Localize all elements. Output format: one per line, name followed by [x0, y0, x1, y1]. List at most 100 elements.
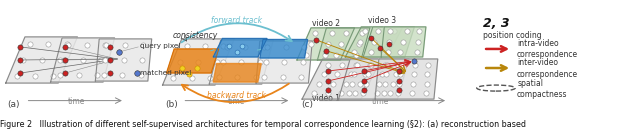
Point	[349, 51, 359, 53]
Text: query pixel: query pixel	[140, 43, 180, 49]
Text: correspondence: correspondence	[517, 50, 579, 59]
Polygon shape	[95, 39, 152, 81]
Point	[48, 75, 58, 77]
Point	[328, 83, 338, 85]
Point	[100, 59, 110, 61]
Point	[384, 41, 394, 43]
Polygon shape	[213, 63, 261, 82]
Point	[218, 45, 228, 47]
Text: inter-video: inter-video	[517, 58, 558, 67]
Polygon shape	[213, 38, 267, 57]
Text: spatial: spatial	[517, 79, 543, 88]
Point	[389, 30, 399, 32]
Text: intra-video: intra-video	[517, 39, 559, 48]
Point	[375, 47, 385, 49]
Point	[337, 92, 347, 94]
Point	[63, 43, 74, 46]
Point	[380, 64, 390, 66]
Point	[232, 76, 243, 79]
Point	[311, 39, 321, 41]
Point	[326, 32, 337, 34]
Polygon shape	[364, 27, 415, 57]
Point	[136, 74, 146, 76]
Point	[310, 32, 321, 34]
Point	[323, 43, 333, 45]
Point	[212, 61, 222, 63]
Point	[358, 89, 369, 91]
Point	[60, 72, 70, 74]
Text: video 1: video 1	[312, 94, 340, 103]
Point	[364, 64, 374, 66]
Point	[393, 92, 403, 94]
Point	[331, 54, 341, 56]
Point	[260, 61, 271, 63]
Point	[355, 41, 365, 43]
Point	[372, 30, 383, 32]
Polygon shape	[166, 49, 219, 73]
Point	[309, 92, 319, 94]
Point	[410, 64, 420, 66]
Text: correspondence: correspondence	[517, 70, 579, 79]
Point	[357, 32, 367, 34]
Point	[408, 73, 419, 75]
Polygon shape	[381, 27, 426, 57]
Text: (a): (a)	[8, 100, 20, 109]
Point	[18, 59, 28, 61]
Point	[214, 76, 224, 79]
Point	[336, 43, 346, 45]
Polygon shape	[256, 41, 312, 83]
Point	[319, 73, 329, 75]
Text: forward track: forward track	[211, 16, 262, 25]
Point	[15, 46, 26, 48]
Point	[360, 83, 371, 85]
Point	[175, 61, 185, 63]
Point	[358, 92, 368, 94]
Point	[99, 74, 109, 76]
Text: time: time	[372, 97, 390, 106]
Point	[44, 43, 54, 45]
Point	[413, 41, 423, 43]
Point	[390, 73, 401, 75]
Point	[407, 92, 417, 94]
Point	[184, 73, 195, 75]
Point	[15, 59, 26, 61]
Point	[366, 64, 376, 66]
Point	[383, 41, 394, 43]
Point	[55, 74, 65, 76]
Point	[321, 50, 332, 52]
Point	[351, 54, 361, 56]
Polygon shape	[260, 39, 308, 58]
Point	[395, 51, 405, 53]
Point	[323, 92, 333, 94]
Point	[323, 64, 333, 66]
Point	[15, 72, 26, 74]
Point	[412, 51, 422, 53]
Point	[120, 44, 130, 46]
Text: 2, 3: 2, 3	[483, 17, 510, 30]
Point	[222, 46, 232, 48]
Point	[55, 59, 65, 61]
Point	[394, 89, 404, 91]
Text: backward track: backward track	[207, 91, 266, 100]
Point	[396, 64, 406, 66]
Point	[259, 46, 269, 48]
Point	[394, 83, 404, 85]
Point	[323, 89, 333, 91]
Point	[105, 72, 115, 74]
Point	[346, 73, 356, 75]
Point	[299, 46, 309, 48]
Point	[278, 76, 288, 78]
Point	[114, 51, 124, 53]
Polygon shape	[375, 59, 438, 99]
Point	[224, 45, 234, 47]
Point	[341, 83, 351, 85]
Point	[168, 77, 179, 79]
Point	[341, 32, 351, 34]
Point	[423, 64, 433, 66]
Point	[378, 51, 388, 53]
Point	[337, 64, 347, 66]
Polygon shape	[317, 28, 370, 60]
Point	[380, 92, 390, 94]
Point	[414, 30, 424, 32]
Point	[137, 59, 147, 61]
